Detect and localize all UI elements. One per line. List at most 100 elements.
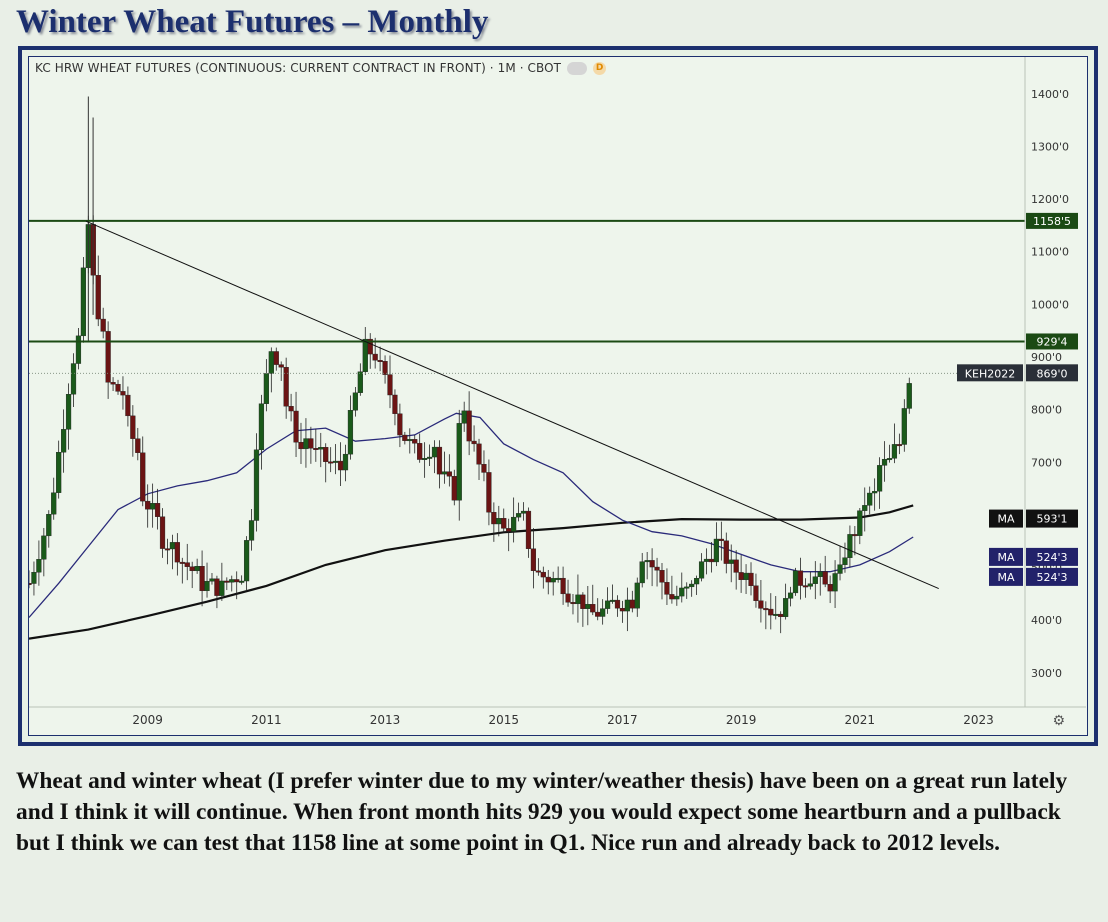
candle-body: [763, 608, 769, 611]
candle-body: [451, 476, 457, 501]
price-tick-label: 1000'0: [1031, 298, 1069, 311]
candle-body: [110, 382, 116, 385]
time-tick-label: 2009: [132, 713, 163, 727]
candle-body: [243, 540, 250, 582]
level-price-tag: [1026, 333, 1078, 350]
candle-body: [570, 602, 576, 605]
candle-body: [41, 535, 47, 560]
candle-body: [342, 453, 349, 471]
time-tick-label: 2017: [607, 713, 638, 727]
price-tick-label: 1400'0: [1031, 88, 1069, 101]
candle-body: [145, 500, 151, 510]
ma-value-tag: [1026, 567, 1078, 586]
candle-body: [901, 408, 907, 445]
time-tick-label: 2021: [845, 713, 876, 727]
candle-body: [649, 560, 655, 568]
ma-value-tag: [1026, 547, 1078, 566]
candle-body: [303, 438, 309, 450]
candle-body: [515, 513, 522, 518]
candle-body: [248, 520, 255, 541]
candle-body: [446, 471, 452, 477]
price-tick-label: 1100'0: [1031, 246, 1069, 259]
time-tick-label: 2013: [370, 713, 401, 727]
candle-body: [466, 410, 472, 442]
candle-body: [234, 579, 240, 583]
price-tick-label: 300'0: [1031, 667, 1062, 680]
commentary-text: Wheat and winter wheat (I prefer winter …: [16, 768, 1068, 856]
candle-body: [758, 600, 764, 609]
candle-body: [362, 338, 368, 372]
candle-body: [609, 599, 616, 602]
candle-body: [520, 510, 527, 514]
candle-body: [812, 576, 818, 584]
candle-body: [392, 394, 398, 414]
ma-name-tag: [989, 547, 1023, 566]
symbol-tag: [957, 364, 1023, 382]
candle-body: [728, 559, 734, 564]
candle-body: [857, 510, 863, 536]
gear-icon[interactable]: ⚙: [1052, 713, 1065, 729]
axis-layer: 300'0400'0500'0600'0700'0800'0900'01000'…: [29, 57, 1086, 727]
candle-body: [679, 587, 685, 597]
candle-body: [412, 439, 418, 444]
candle-body: [219, 580, 225, 596]
candle-body: [832, 573, 838, 592]
candle-body: [95, 275, 101, 320]
candle-body: [560, 577, 566, 595]
candle-layer: [29, 96, 912, 634]
candle-body: [313, 448, 319, 450]
candle-body: [842, 557, 848, 565]
candle-body: [80, 267, 86, 337]
candle-body: [75, 335, 82, 364]
page-title: Winter Wheat Futures – Monthly: [16, 4, 489, 40]
candle-body: [575, 594, 581, 605]
candle-body: [654, 566, 660, 571]
ma-name-label: MA: [997, 513, 1014, 526]
candle-body: [872, 491, 878, 494]
candle-body: [723, 540, 729, 564]
price-chart[interactable]: 300'0400'0500'0600'0700'0800'0900'01000'…: [29, 57, 1086, 734]
candle-body: [308, 438, 314, 449]
candle-body: [65, 394, 72, 430]
candle-body: [837, 564, 843, 574]
candle-body: [29, 583, 32, 586]
candle-body: [535, 570, 541, 573]
candle-body: [347, 410, 354, 455]
candle-body: [150, 503, 156, 510]
candle-body: [881, 458, 888, 466]
candle-body: [644, 560, 650, 563]
candle-body: [491, 512, 497, 525]
ma-name-tag: [989, 509, 1023, 528]
candle-body: [372, 353, 378, 361]
candle-body: [555, 577, 561, 580]
candle-body: [738, 572, 744, 580]
market-status-icon[interactable]: .: [567, 61, 588, 75]
candle-body: [189, 566, 195, 572]
chart-header: KC HRW WHEAT FUTURES (CONTINUOUS: CURREN…: [35, 61, 607, 75]
candle-body: [807, 583, 813, 587]
candle-body: [298, 441, 304, 450]
candle-body: [540, 571, 546, 578]
candle-body: [214, 578, 220, 596]
candle-body: [664, 582, 670, 595]
candle-body: [456, 423, 462, 501]
candle-body: [501, 518, 507, 529]
candle-body: [268, 351, 274, 374]
chart-panel[interactable]: 300'0400'0500'0600'0700'0800'0900'01000'…: [28, 56, 1088, 736]
candle-body: [867, 492, 873, 506]
candle-body: [397, 413, 403, 436]
candle-body: [135, 438, 141, 453]
candle-body: [565, 593, 571, 603]
candle-body: [817, 571, 823, 577]
candle-body: [639, 561, 645, 584]
candle-body: [481, 464, 487, 473]
candle-body: [204, 581, 210, 592]
candle-body: [179, 561, 185, 564]
candle-body: [783, 598, 789, 617]
candle-body: [278, 364, 284, 368]
candle-body: [629, 599, 635, 609]
ma-name-label: MA: [997, 571, 1014, 584]
delayed-data-icon[interactable]: D: [593, 61, 607, 75]
candle-body: [328, 461, 334, 464]
candle-body: [753, 585, 759, 601]
